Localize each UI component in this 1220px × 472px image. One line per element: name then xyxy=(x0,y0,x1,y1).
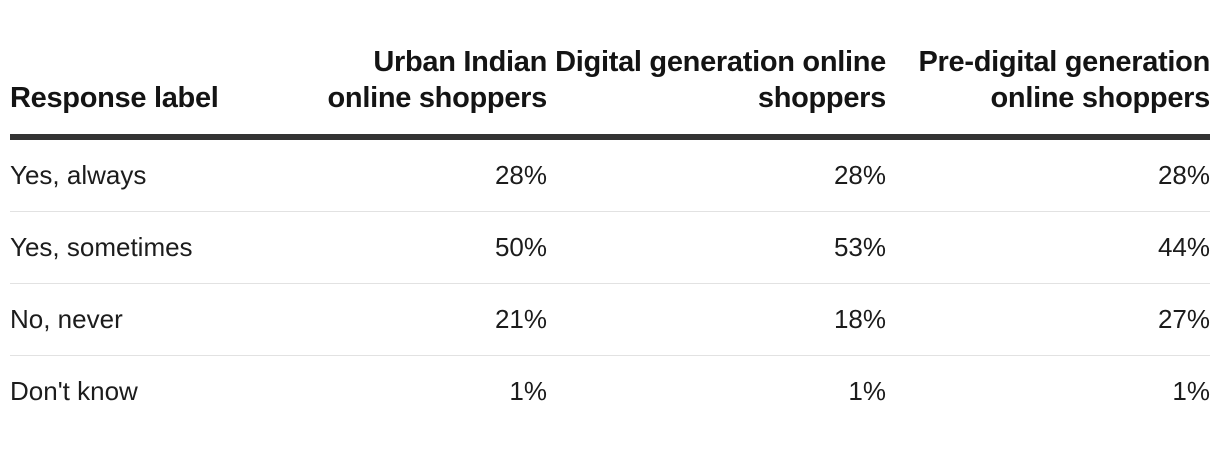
cell-urban-indian: 50% xyxy=(310,211,547,284)
column-header-urban-indian[interactable]: Urban Indian online shoppers xyxy=(310,44,547,140)
cell-digital-generation: 28% xyxy=(547,137,886,212)
table-header: Response label Urban Indian online shopp… xyxy=(10,44,1210,140)
table-row: Yes, sometimes 50% 53% 44% xyxy=(10,211,1210,284)
row-label: No, never xyxy=(10,283,310,356)
cell-pre-digital-generation: 44% xyxy=(886,211,1210,284)
table-body: Yes, always 28% 28% 28% Yes, sometimes 5… xyxy=(10,137,1210,427)
survey-response-table: Response label Urban Indian online shopp… xyxy=(10,44,1210,427)
cell-urban-indian: 1% xyxy=(509,376,547,406)
cell-pre-digital-generation: 1% xyxy=(1172,376,1210,406)
cell-digital-generation: 18% xyxy=(547,283,886,356)
row-label: Yes, sometimes xyxy=(10,211,310,284)
table-row: No, never 21% 18% 27% xyxy=(10,283,1210,356)
table-row: Yes, always 28% 28% 28% xyxy=(10,137,1210,212)
header-row: Response label Urban Indian online shopp… xyxy=(10,44,1210,140)
cell-digital-generation: 1% xyxy=(848,376,886,406)
column-header-pre-digital-generation[interactable]: Pre-digital generation online shoppers xyxy=(886,44,1210,140)
cell-digital-generation: 53% xyxy=(547,211,886,284)
cell-pre-digital-generation: 28% xyxy=(886,137,1210,212)
data-table-container: Response label Urban Indian online shopp… xyxy=(10,44,1210,427)
column-header-digital-generation[interactable]: Digital generation online shoppers xyxy=(547,44,886,140)
cell-pre-digital-generation: 27% xyxy=(886,283,1210,356)
row-label: Don't know xyxy=(10,376,138,406)
row-label: Yes, always xyxy=(10,137,310,212)
column-header-response-label[interactable]: Response label xyxy=(10,44,310,140)
cell-urban-indian: 28% xyxy=(310,137,547,212)
cell-urban-indian: 21% xyxy=(310,283,547,356)
table-row: Don't know 1% 1% 1% xyxy=(10,356,1210,428)
